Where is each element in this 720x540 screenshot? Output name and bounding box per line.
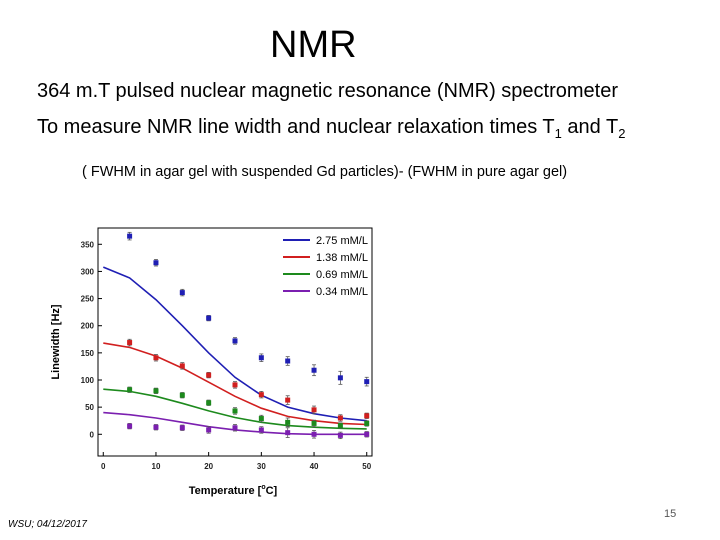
data-point-series-3 [153,388,159,394]
data-point-series-1 [206,315,212,321]
data-point-series-3 [285,419,291,425]
data-point-series-1 [127,233,133,239]
data-point-series-2 [337,415,343,421]
legend-label: 1.38 mM/L [316,252,368,264]
fwhm-formula: ( FWHM in agar gel with suspended Gd par… [82,164,568,180]
legend-label: 2.75 mM/L [316,235,368,247]
data-point-series-1 [337,375,343,381]
y-tick-label: 100 [81,376,95,385]
data-point-series-4 [337,432,343,438]
data-point-series-1 [179,290,185,296]
line2-and: and T [561,116,619,138]
plot-frame [97,227,373,457]
x-tick-label: 0 [101,462,106,471]
page-number: 15 [664,508,677,520]
data-point-series-3 [258,416,264,422]
data-point-series-4 [364,431,370,437]
data-point-series-4 [311,431,317,437]
data-point-series-3 [337,423,343,429]
data-point-series-2 [153,355,159,361]
x-tick-label: 10 [152,462,161,471]
data-point-series-2 [232,382,238,388]
t2-subscript: 2 [618,126,626,141]
line2-prefix: To measure NMR line width and nuclear re… [37,116,555,138]
x-tick-label: 50 [362,462,371,471]
data-point-series-2 [179,363,185,369]
y-tick-label: 150 [81,349,95,358]
slide-title: NMR [270,24,357,66]
data-point-series-1 [285,358,291,364]
y-tick-label: 200 [81,322,95,331]
data-point-series-4 [153,424,159,430]
fit-curve-series-2 [103,342,367,426]
data-point-series-3 [179,392,185,398]
x-tick-label: 40 [310,462,319,471]
t1-subscript: 1 [554,126,562,141]
data-point-series-1 [153,260,159,266]
description-line-2: To measure NMR line width and nuclear re… [37,114,625,147]
data-point-series-4 [179,425,185,431]
data-point-series-1 [232,338,238,344]
y-tick-label: 0 [90,430,95,439]
data-point-series-2 [258,392,264,398]
data-point-series-2 [311,407,317,413]
y-tick-label: 50 [85,403,94,412]
x-tick-label: 30 [257,462,266,471]
fit-curve-series-1 [102,266,367,422]
legend-label: 0.69 mM/L [316,269,368,281]
data-point-series-4 [258,427,264,433]
data-point-series-2 [364,413,370,419]
y-tick-label: 350 [81,240,95,249]
data-point-series-3 [206,400,212,406]
data-point-series-3 [364,420,370,426]
y-tick-label: 250 [81,295,95,304]
data-point-series-2 [285,397,291,403]
fit-curve-series-3 [103,388,367,430]
data-point-series-3 [232,408,238,414]
data-point-series-4 [285,430,291,436]
y-axis-label: Linewidth [Hz] [50,304,62,379]
data-point-series-1 [311,367,317,373]
data-point-series-1 [258,355,264,361]
x-tick-label: 20 [204,462,213,471]
data-point-series-3 [311,420,317,426]
legend-label: 0.34 mM/L [316,286,368,298]
y-tick-label: 300 [81,267,95,276]
data-point-series-1 [364,379,370,385]
data-point-series-4 [232,425,238,431]
data-point-series-2 [206,372,212,378]
data-point-series-2 [127,340,133,346]
x-axis-label: Temperature [oC] [189,484,278,497]
data-point-series-3 [127,387,133,393]
data-point-series-4 [206,427,212,433]
footer-date: WSU; 04/12/2017 [8,519,87,530]
description-line-1: 364 m.T pulsed nuclear magnetic resonanc… [37,80,618,102]
data-point-series-4 [127,423,133,429]
